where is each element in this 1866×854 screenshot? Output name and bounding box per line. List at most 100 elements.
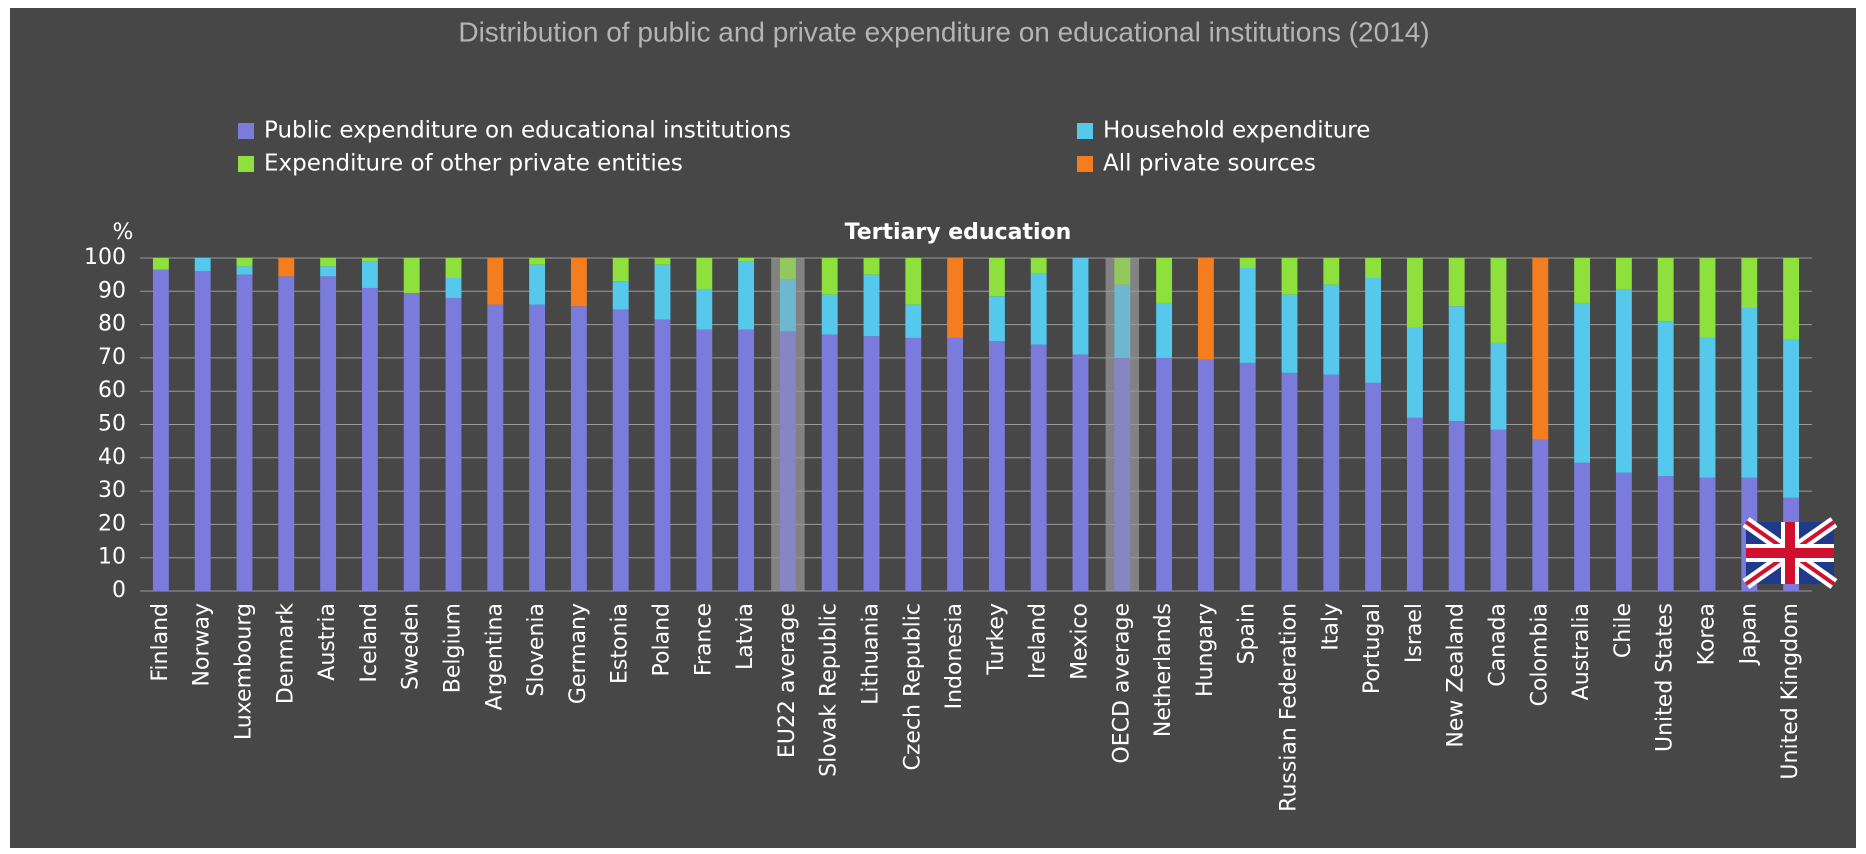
bar-segment — [738, 258, 755, 262]
bar-segment — [988, 296, 1005, 342]
bar-segment — [1239, 267, 1256, 363]
bar-segment — [905, 337, 922, 591]
bar-segment — [863, 336, 880, 591]
x-tick-label: Netherlands — [1151, 603, 1176, 737]
x-tick-label: Latvia — [733, 603, 758, 670]
bar-segment — [236, 274, 253, 591]
x-tick-label: New Zealand — [1444, 603, 1469, 748]
bar-segment — [1615, 472, 1632, 591]
bar-segment — [1406, 417, 1423, 591]
bar-segment — [1406, 327, 1423, 418]
bar-segment — [1072, 354, 1089, 591]
bar-segment — [1072, 258, 1089, 355]
bar-segment — [696, 329, 713, 591]
x-tick-label: Russian Federation — [1277, 603, 1302, 812]
bar-segment — [529, 264, 546, 305]
x-tick-label: Lithuania — [859, 603, 884, 705]
x-tick-label: Korea — [1695, 603, 1720, 665]
bar-segment — [612, 258, 629, 282]
legend-swatch — [1077, 123, 1093, 139]
bar-segment — [570, 258, 587, 307]
y-tick-label: 0 — [112, 578, 126, 603]
bar-segment — [1323, 258, 1340, 285]
x-tick-label: Luxembourg — [232, 603, 257, 740]
bar-segment — [361, 258, 378, 262]
bar-segment — [1657, 321, 1674, 477]
bar-segment — [236, 266, 253, 275]
bar-segment — [1114, 258, 1131, 285]
y-tick-label: 50 — [98, 412, 126, 437]
x-tick-label: Austria — [315, 603, 340, 681]
bar-segment — [612, 281, 629, 310]
x-tick-label: United Kingdom — [1778, 603, 1803, 780]
legend-swatch — [238, 123, 254, 139]
bar-segment — [320, 258, 337, 267]
bar-segment — [1448, 421, 1465, 591]
bar-segment — [529, 304, 546, 591]
bar-segment — [403, 292, 420, 591]
bar-segment — [654, 264, 671, 320]
bar-segment — [445, 297, 462, 591]
x-tick-label: Iceland — [357, 603, 382, 683]
x-tick-label: Ireland — [1026, 603, 1051, 679]
x-tick-label: Japan — [1736, 603, 1761, 666]
x-tick-label: OECD average — [1109, 603, 1134, 764]
bar-segment — [1156, 258, 1173, 303]
bar-segment — [1699, 258, 1716, 338]
bar-segment — [1574, 462, 1591, 591]
x-tick-label: Spain — [1235, 603, 1260, 664]
bar-segment — [445, 277, 462, 298]
bar-segment — [1615, 258, 1632, 290]
x-tick-label: EU22 average — [775, 603, 800, 758]
legend-label: Expenditure of other private entities — [264, 151, 683, 177]
bar-segment — [529, 258, 546, 265]
x-tick-label: Norway — [190, 603, 215, 686]
bar-segment — [1197, 359, 1214, 591]
x-tick-label: Belgium — [441, 603, 466, 693]
bar-segment — [738, 329, 755, 591]
x-tick-label: Germany — [566, 603, 591, 704]
x-tick-label: Argentina — [482, 603, 507, 710]
bar-segment — [361, 287, 378, 591]
x-tick-label: Indonesia — [942, 603, 967, 709]
legend-swatch — [238, 156, 254, 172]
bar-segment — [988, 341, 1005, 591]
bar-segment — [1156, 302, 1173, 358]
x-tick-label: Estonia — [608, 603, 633, 684]
legend-label: Household expenditure — [1103, 118, 1370, 144]
bar-segment — [487, 258, 504, 305]
bar-segment — [1281, 258, 1298, 295]
x-tick-label: Denmark — [273, 603, 298, 704]
bar-segment — [1448, 258, 1465, 307]
bar-segment — [779, 258, 796, 280]
bar-segment — [863, 274, 880, 337]
bar-segment — [445, 258, 462, 278]
y-tick-label: 90 — [98, 278, 126, 303]
bar-segment — [1574, 302, 1591, 463]
bar-segment — [278, 258, 295, 277]
bar-segment — [1281, 372, 1298, 591]
bar-segment — [1365, 258, 1382, 278]
legend-label: Public expenditure on educational instit… — [264, 118, 791, 144]
x-tick-label: Sweden — [399, 603, 424, 690]
bar-segment — [863, 258, 880, 275]
chart-subtitle: Tertiary education — [845, 220, 1072, 245]
bar-segment — [779, 331, 796, 591]
bar-segment — [1657, 258, 1674, 322]
bar-segment — [1323, 374, 1340, 591]
bar-segment — [1783, 258, 1800, 340]
bar-segment — [403, 258, 420, 293]
bar-segment — [1783, 339, 1800, 498]
y-tick-label: 30 — [98, 478, 126, 503]
bar-segment — [1448, 306, 1465, 422]
y-tick-label: 80 — [98, 312, 126, 337]
bar-segment — [612, 309, 629, 591]
x-tick-label: France — [691, 603, 716, 676]
x-tick-label: Mexico — [1068, 603, 1093, 680]
x-tick-label: Chile — [1611, 603, 1636, 658]
bar-segment — [1490, 342, 1507, 430]
bar-segment — [1365, 382, 1382, 591]
x-tick-label: Australia — [1569, 603, 1594, 700]
